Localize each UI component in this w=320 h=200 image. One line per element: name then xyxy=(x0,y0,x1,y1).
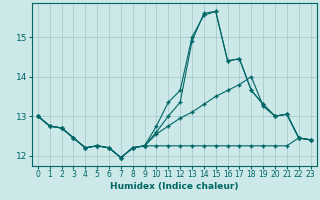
X-axis label: Humidex (Indice chaleur): Humidex (Indice chaleur) xyxy=(110,182,238,191)
